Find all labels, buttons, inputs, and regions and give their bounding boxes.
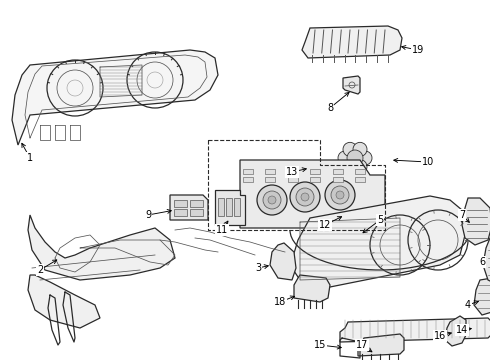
Text: 4: 4 (465, 300, 471, 310)
Polygon shape (28, 275, 100, 328)
Polygon shape (343, 76, 360, 94)
Circle shape (257, 185, 287, 215)
Bar (174, 209, 187, 216)
Circle shape (331, 186, 349, 204)
Circle shape (301, 193, 309, 201)
Bar (333, 169, 343, 174)
Bar (226, 198, 232, 216)
Polygon shape (28, 215, 175, 280)
Circle shape (358, 151, 372, 165)
Text: 14: 14 (456, 325, 468, 335)
Text: 12: 12 (319, 220, 331, 230)
Polygon shape (294, 275, 330, 302)
Polygon shape (270, 243, 296, 280)
Text: 17: 17 (356, 340, 368, 350)
Polygon shape (340, 318, 490, 342)
Text: 1: 1 (27, 153, 33, 163)
Bar (288, 169, 298, 174)
Circle shape (338, 151, 352, 165)
Text: 6: 6 (479, 257, 485, 267)
Circle shape (343, 160, 357, 174)
Text: 18: 18 (274, 297, 286, 307)
Polygon shape (483, 235, 490, 285)
Bar (310, 169, 320, 174)
Bar (234, 198, 240, 216)
Polygon shape (12, 50, 218, 145)
Polygon shape (302, 26, 402, 58)
Polygon shape (445, 316, 466, 346)
Circle shape (353, 160, 367, 174)
Bar (333, 177, 343, 182)
Text: 2: 2 (37, 265, 43, 275)
Text: 13: 13 (286, 167, 298, 177)
Text: 9: 9 (145, 210, 151, 220)
Bar (310, 177, 320, 182)
Bar (190, 200, 203, 207)
Polygon shape (240, 160, 385, 228)
Bar (288, 177, 298, 182)
Bar (174, 200, 187, 207)
Circle shape (296, 188, 314, 206)
Text: 19: 19 (412, 45, 424, 55)
Text: 10: 10 (422, 157, 434, 167)
Bar (266, 177, 275, 182)
Bar (243, 177, 253, 182)
Polygon shape (215, 190, 245, 225)
Text: 3: 3 (255, 263, 261, 273)
Circle shape (347, 150, 363, 166)
Bar (355, 177, 365, 182)
Text: 7: 7 (459, 210, 465, 220)
Bar (243, 169, 253, 174)
Polygon shape (170, 195, 208, 220)
Text: 5: 5 (377, 215, 383, 225)
Polygon shape (462, 198, 490, 245)
Polygon shape (358, 334, 404, 356)
Circle shape (290, 182, 320, 212)
Circle shape (325, 180, 355, 210)
Bar (355, 169, 365, 174)
Text: 15: 15 (314, 340, 326, 350)
Circle shape (336, 191, 344, 199)
Circle shape (263, 191, 281, 209)
Circle shape (343, 142, 357, 156)
Text: 8: 8 (327, 103, 333, 113)
Polygon shape (474, 278, 490, 315)
Bar (218, 198, 224, 216)
Bar (266, 169, 275, 174)
Bar (190, 209, 203, 216)
Circle shape (268, 196, 276, 204)
Text: 11: 11 (216, 225, 228, 235)
Circle shape (353, 142, 367, 156)
Text: 16: 16 (434, 331, 446, 341)
Polygon shape (290, 196, 465, 290)
